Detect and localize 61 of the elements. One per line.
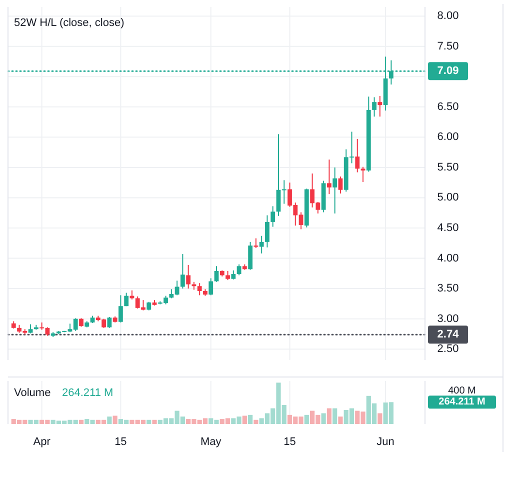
x-tick-label: 15	[284, 436, 296, 448]
candlestick	[332, 166, 338, 214]
x-tick-label: 15	[114, 436, 127, 448]
x-tick-label: Apr	[33, 436, 51, 448]
candlestick	[186, 264, 191, 290]
candlestick	[118, 294, 123, 323]
y-tick-label: 7.50	[437, 40, 459, 52]
candlestick	[355, 138, 360, 173]
candlestick	[197, 282, 202, 296]
bar	[242, 416, 247, 424]
y-tick-label: 3.00	[437, 312, 459, 325]
candlestick	[327, 159, 332, 195]
y-tick-label: 400 M	[448, 385, 476, 396]
bar	[248, 414, 253, 424]
y-tick-label: 6.00	[437, 131, 459, 144]
candlestick	[28, 324, 33, 334]
candlestick	[231, 270, 236, 280]
candlestick	[226, 270, 230, 281]
ref-line-label: 7.09	[437, 65, 459, 78]
bar	[338, 416, 343, 424]
ref-line-label: 2.74	[437, 328, 460, 341]
bar	[321, 413, 326, 424]
bar	[326, 408, 332, 424]
candlestick	[338, 176, 343, 194]
candlestick	[265, 214, 270, 248]
y-tick-label: 4.00	[437, 252, 459, 264]
y-tick-label: 8.00	[437, 10, 459, 22]
y-tick-label: 2.50	[437, 343, 459, 356]
candlestick	[254, 238, 258, 248]
x-tick-label: May	[200, 436, 222, 448]
bar	[332, 408, 338, 424]
bar	[152, 420, 157, 424]
y-tick-label: 6.50	[437, 100, 459, 113]
candlestick	[180, 254, 185, 290]
candlestick	[208, 278, 214, 296]
candlestick	[214, 266, 219, 282]
bar	[78, 420, 84, 424]
candlestick	[270, 206, 276, 228]
candlestick	[259, 235, 264, 254]
bar	[304, 414, 309, 424]
bar	[378, 413, 382, 424]
candlestick	[360, 166, 366, 182]
text: Volume	[14, 387, 51, 399]
candlestick	[378, 96, 382, 118]
candlestick	[236, 264, 242, 276]
y-tick-label: 5.00	[437, 192, 459, 204]
x-tick-label: Jun	[376, 436, 394, 448]
candlestick	[372, 96, 376, 118]
candlestick	[124, 292, 129, 307]
bar	[112, 416, 118, 424]
annotation: 264.211 M	[62, 387, 114, 399]
bar	[254, 420, 258, 424]
candlestick	[107, 316, 112, 328]
text: 52W H/L (close, close)	[14, 17, 124, 29]
y-tick-label: 5.50	[437, 161, 459, 174]
y-tick-label: 4.50	[437, 222, 459, 234]
y-tick-label: 3.50	[437, 282, 459, 295]
bar	[107, 416, 112, 424]
bar	[146, 420, 152, 424]
y-tick-label: 264.211 M	[438, 396, 486, 408]
candlestick	[248, 241, 253, 270]
